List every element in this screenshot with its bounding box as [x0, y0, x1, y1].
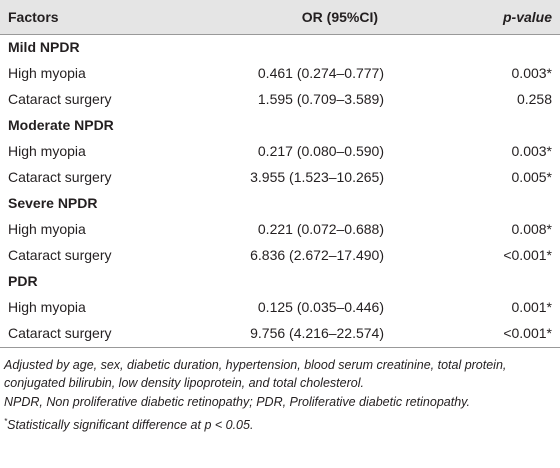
column-header: OR (95%CI)	[301, 9, 378, 25]
p-value: 0.001*	[511, 299, 552, 315]
p-value: <0.001*	[503, 325, 552, 341]
p-value: 0.003*	[511, 143, 552, 159]
group-header: PDR	[8, 273, 38, 289]
p-value: 0.003*	[511, 65, 552, 81]
footnote-mark: *	[4, 417, 8, 426]
odds-ratio: 0.461 (0.274–0.777)	[257, 65, 384, 81]
footnote: NPDR, Non proliferative diabetic retinop…	[4, 395, 470, 409]
group-header: Severe NPDR	[8, 195, 98, 211]
p-value: 0.008*	[511, 221, 552, 237]
header-background	[0, 0, 560, 34]
p-value: <0.001*	[503, 247, 552, 263]
bottom-rule	[0, 347, 560, 348]
odds-ratio: 6.836 (2.672–17.490)	[250, 247, 384, 263]
header-rule	[0, 34, 560, 35]
factor: Cataract surgery	[8, 247, 112, 263]
factor: Cataract surgery	[8, 325, 112, 341]
odds-ratio: 0.221 (0.072–0.688)	[257, 221, 384, 237]
group-header: Mild NPDR	[8, 39, 80, 55]
odds-ratio: 0.217 (0.080–0.590)	[257, 143, 384, 159]
footnote: *Statistically significant difference at…	[4, 413, 556, 434]
footnote-text: Statistically significant difference at …	[7, 418, 254, 433]
group-header: Moderate NPDR	[8, 117, 114, 133]
column-header: p-value	[502, 9, 552, 25]
factor: Cataract surgery	[8, 91, 112, 107]
factor: High myopia	[8, 299, 86, 315]
odds-ratio: 1.595 (0.709–3.589)	[257, 91, 384, 107]
p-value: 0.258	[516, 91, 552, 107]
factor: High myopia	[8, 65, 86, 81]
factor: Cataract surgery	[8, 169, 112, 185]
column-header: Factors	[8, 9, 59, 25]
odds-ratio: 9.756 (4.216–22.574)	[250, 325, 384, 341]
odds-ratio: 0.125 (0.035–0.446)	[257, 299, 384, 315]
factor: High myopia	[8, 221, 86, 237]
factor: High myopia	[8, 143, 86, 159]
footnote: Adjusted by age, sex, diabetic duration,…	[4, 358, 507, 390]
p-value: 0.005*	[511, 169, 552, 185]
odds-ratio: 3.955 (1.523–10.265)	[250, 169, 384, 185]
